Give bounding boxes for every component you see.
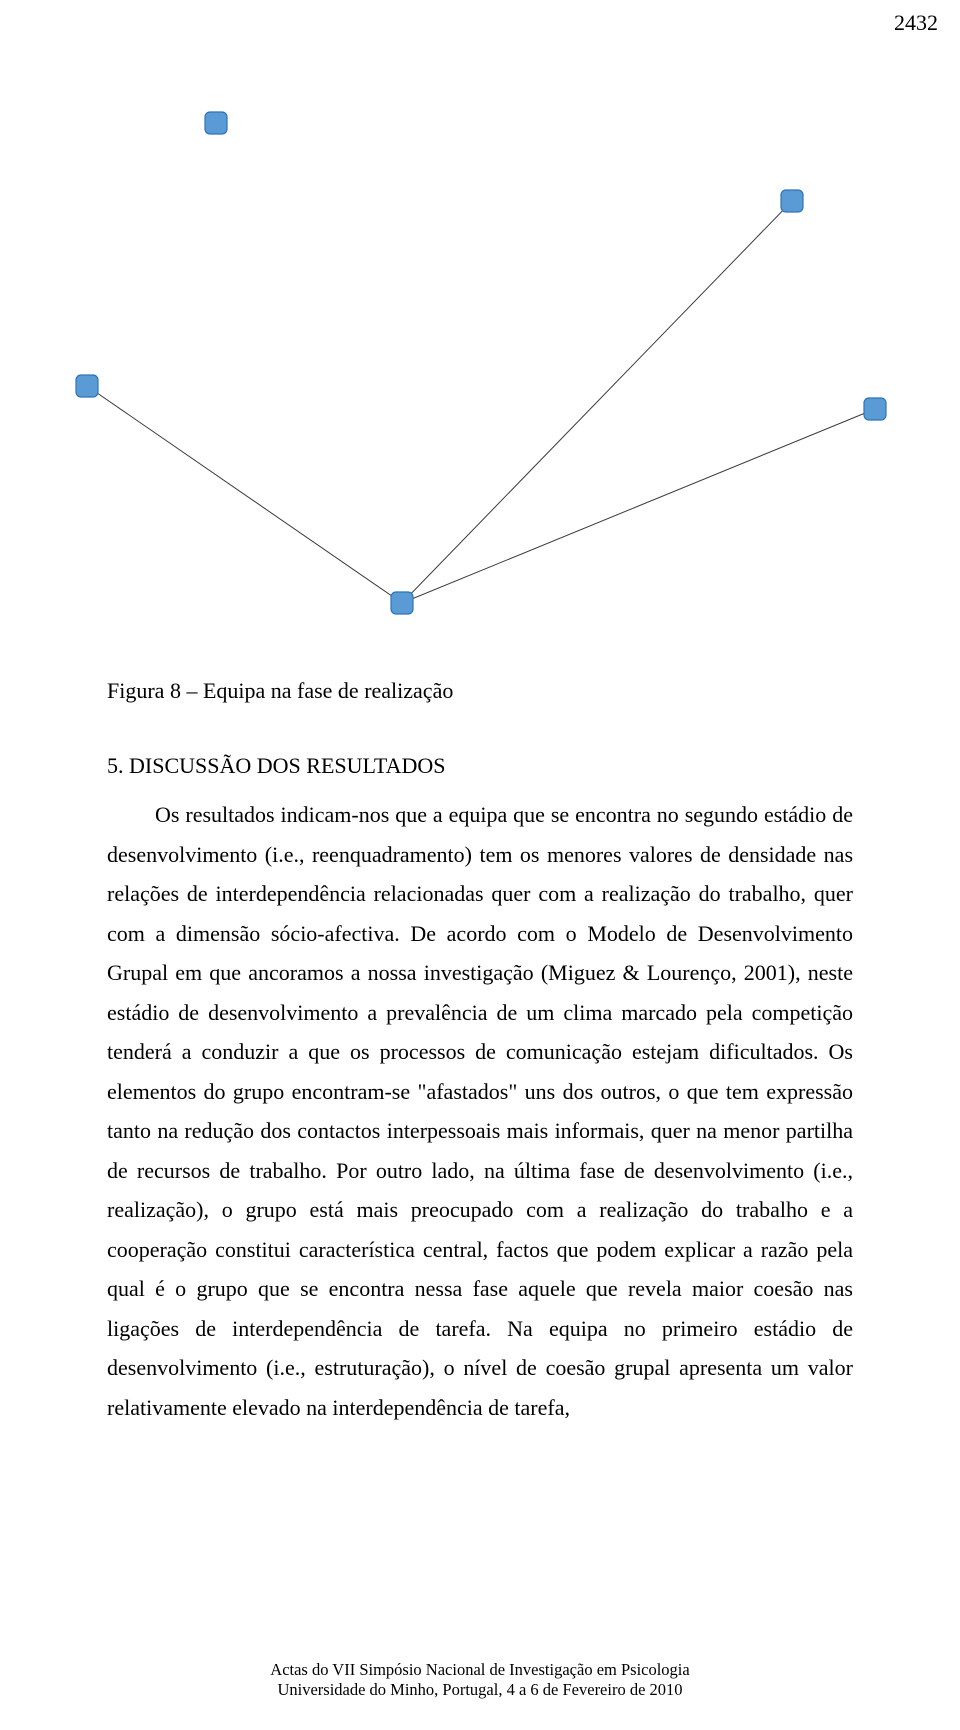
diagram-node bbox=[391, 592, 413, 614]
diagram-node bbox=[205, 112, 227, 134]
body-paragraph: Os resultados indicam-nos que a equipa q… bbox=[107, 795, 853, 1427]
diagram-node bbox=[781, 190, 803, 212]
footer-line-1: Actas do VII Simpósio Nacional de Invest… bbox=[0, 1660, 960, 1680]
page-number: 2432 bbox=[894, 10, 938, 36]
diagram-edge bbox=[87, 386, 402, 603]
diagram-svg bbox=[60, 80, 900, 640]
network-diagram bbox=[60, 80, 900, 640]
page-footer: Actas do VII Simpósio Nacional de Invest… bbox=[0, 1660, 960, 1700]
diagram-node bbox=[864, 398, 886, 420]
section-heading: 5. DISCUSSÃO DOS RESULTADOS bbox=[107, 753, 446, 779]
diagram-edge bbox=[402, 409, 875, 603]
body-text: Os resultados indicam-nos que a equipa q… bbox=[107, 795, 853, 1427]
figure-caption: Figura 8 – Equipa na fase de realização bbox=[107, 678, 453, 704]
page: 2432 Figura 8 – Equipa na fase de realiz… bbox=[0, 0, 960, 1730]
diagram-node bbox=[76, 375, 98, 397]
diagram-edge bbox=[402, 201, 792, 603]
footer-line-2: Universidade do Minho, Portugal, 4 a 6 d… bbox=[0, 1680, 960, 1700]
